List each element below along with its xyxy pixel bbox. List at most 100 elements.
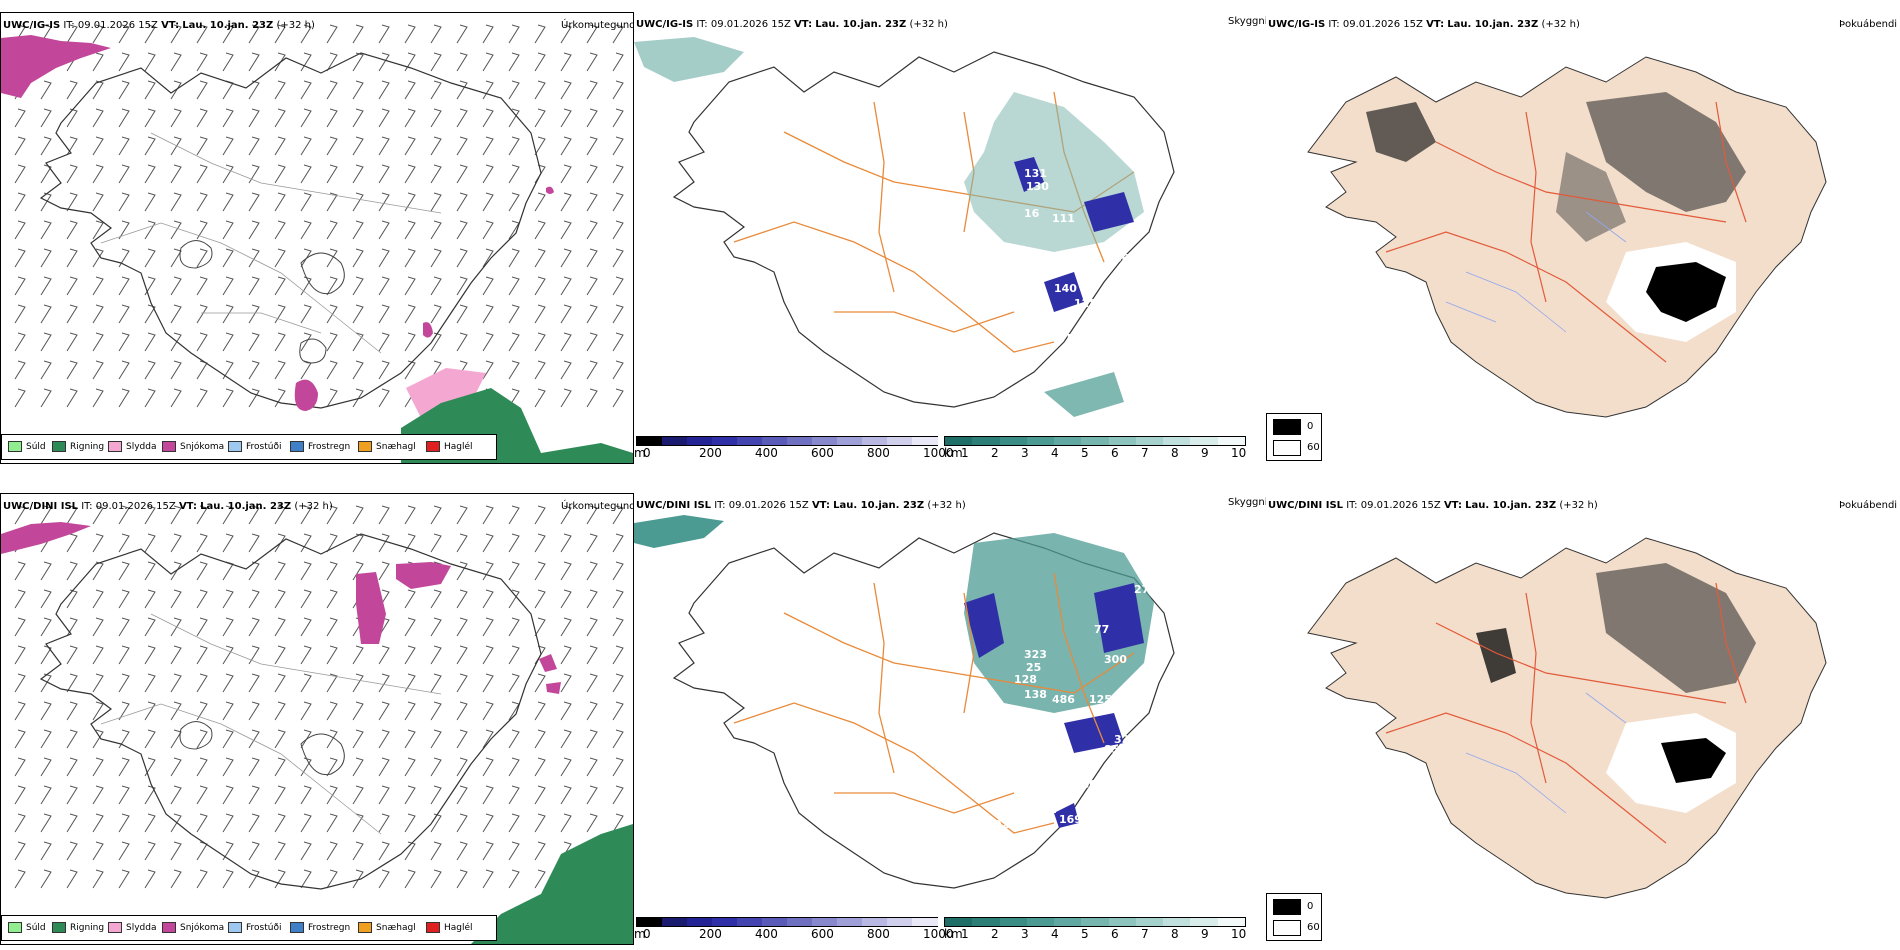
wind-barb	[378, 701, 390, 721]
wind-barb	[456, 589, 468, 609]
snow-patch	[423, 322, 433, 338]
wind-barb	[352, 332, 364, 352]
glacier-outline	[179, 240, 213, 269]
wind-barb	[586, 505, 598, 525]
low-vis-patch	[964, 593, 1004, 658]
low-vis-patch	[1094, 583, 1144, 653]
wind-barb	[248, 589, 260, 609]
wind-barb	[508, 533, 520, 553]
wind-barb	[92, 136, 104, 156]
colorbar-unit: m	[634, 446, 646, 460]
wind-barb	[196, 164, 208, 184]
wind-barb	[14, 757, 26, 777]
visibility-value: 138	[1024, 688, 1047, 701]
wind-barb	[378, 136, 390, 156]
wind-barb	[612, 505, 624, 525]
wind-barb	[170, 813, 182, 833]
wind-barb	[144, 841, 156, 861]
wind-barb	[170, 841, 182, 861]
wind-barb	[144, 276, 156, 296]
wind-barb	[248, 248, 260, 268]
wind-barb	[482, 757, 494, 777]
wind-barb	[534, 388, 546, 408]
wind-barb	[430, 52, 442, 72]
wind-barb	[612, 673, 624, 693]
wind-barb	[560, 220, 572, 240]
wind-barb	[404, 24, 416, 44]
colorbar-segment	[637, 437, 663, 445]
wind-barb	[196, 80, 208, 100]
wind-barb	[482, 332, 494, 352]
wind-barb	[456, 561, 468, 581]
colorbar-segment	[1135, 437, 1164, 445]
wind-barb	[40, 164, 52, 184]
low-vis-patch	[1064, 713, 1124, 753]
wind-barb	[196, 276, 208, 296]
wind-barb	[352, 192, 364, 212]
wind-barb	[534, 673, 546, 693]
colorbar-tick: 400	[755, 927, 778, 941]
wind-barb	[170, 108, 182, 128]
colorbar-unit: km	[944, 446, 963, 460]
wind-barb	[560, 248, 572, 268]
wind-barb	[404, 276, 416, 296]
wind-barb	[430, 645, 442, 665]
colorbar-tick: 600	[811, 446, 834, 460]
wind-barb	[248, 276, 260, 296]
wind-barb	[92, 589, 104, 609]
wind-barb	[40, 304, 52, 324]
wind-barb	[404, 220, 416, 240]
wind-barb	[40, 248, 52, 268]
wind-barb	[300, 729, 312, 749]
wind-barb	[534, 757, 546, 777]
wind-barb	[430, 220, 442, 240]
wind-barb	[612, 192, 624, 212]
wind-barb	[352, 136, 364, 156]
wind-barb	[14, 304, 26, 324]
legend-item: Haglél	[426, 441, 473, 453]
wind-barb	[404, 673, 416, 693]
wind-barb	[326, 589, 338, 609]
wind-barb	[404, 505, 416, 525]
snow-patch	[396, 562, 451, 589]
wind-barb	[66, 192, 78, 212]
colorbar-segment	[787, 918, 813, 926]
wind-barb	[92, 248, 104, 268]
colorbar-segment	[662, 918, 688, 926]
wind-barb	[92, 533, 104, 553]
roads	[1385, 582, 1747, 844]
wind-barb	[274, 360, 286, 380]
wind-barb	[118, 80, 130, 100]
legend-item: Frostúði	[228, 922, 281, 934]
wind-barb	[326, 785, 338, 805]
wind-barb	[222, 52, 234, 72]
visibility-value: 128	[1014, 673, 1037, 686]
colorbar-tick: 3	[1021, 446, 1029, 460]
wind-barb	[326, 617, 338, 637]
sleet-patch	[406, 368, 486, 418]
wind-barb	[196, 757, 208, 777]
wind-barb	[170, 589, 182, 609]
wind-barb	[40, 869, 52, 889]
wind-barb	[300, 108, 312, 128]
colorbar-tick: 1000	[923, 446, 954, 460]
wind-barb	[14, 785, 26, 805]
wind-barb	[14, 729, 26, 749]
wind-barb	[534, 813, 546, 833]
roads	[100, 613, 442, 835]
wind-barb	[534, 80, 546, 100]
wind-barb	[144, 589, 156, 609]
wind-barb	[66, 561, 78, 581]
wind-barb	[482, 248, 494, 268]
wind-barb	[222, 164, 234, 184]
wind-barb	[326, 276, 338, 296]
wind-barb	[92, 505, 104, 525]
visibility-value: 10	[754, 124, 770, 137]
visibility-value: 320	[1114, 733, 1137, 746]
colorbar-tick: 4	[1051, 927, 1059, 941]
wind-barb	[482, 220, 494, 240]
visibility-value: 77	[1094, 623, 1109, 636]
wind-barb	[118, 332, 130, 352]
wind-barb	[66, 164, 78, 184]
wind-barb	[326, 757, 338, 777]
